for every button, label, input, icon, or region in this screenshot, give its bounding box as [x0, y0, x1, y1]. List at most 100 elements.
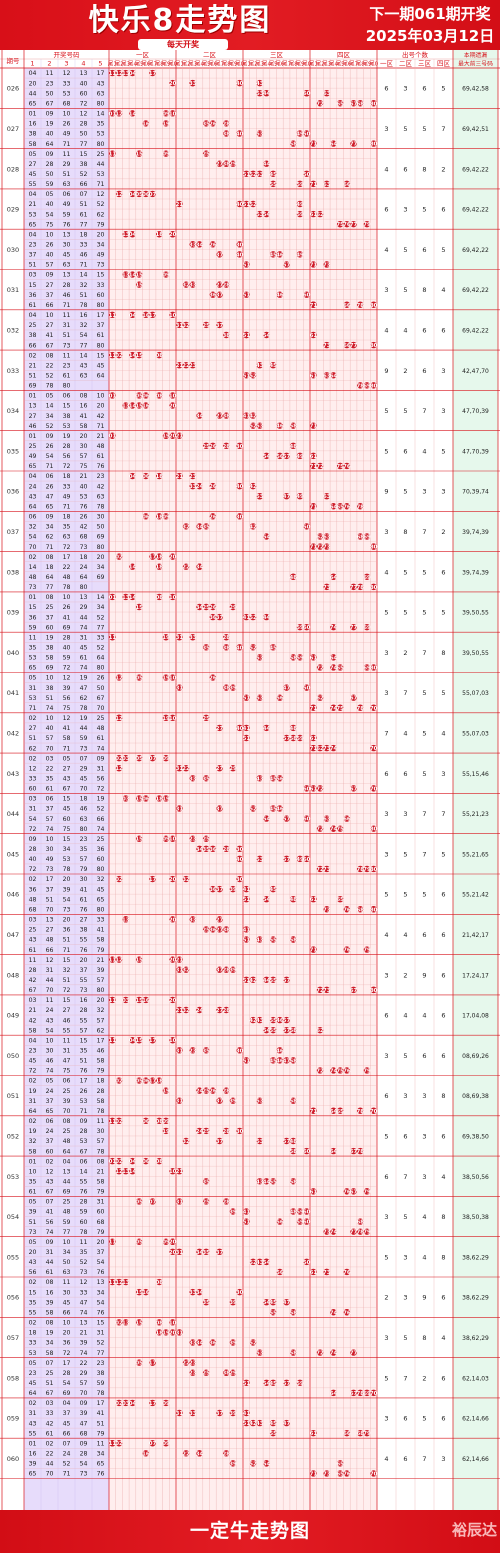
number-ball	[336, 895, 344, 903]
number-ball	[156, 351, 163, 359]
draw-number: 30	[80, 876, 88, 883]
number-ball	[129, 1167, 136, 1175]
number-ball-label: 75	[336, 464, 344, 470]
number-ball	[276, 422, 284, 429]
draw-number: 27	[46, 322, 54, 329]
number-ball	[269, 976, 277, 984]
zone-count: 3	[403, 1092, 407, 1100]
draw-number: 80	[97, 100, 105, 107]
number-ball	[229, 603, 237, 611]
zone-count: 3	[403, 1253, 407, 1261]
draw-number: 39	[97, 967, 105, 974]
number-ball-label: 21	[176, 202, 184, 208]
header-tail-col: 尾6	[275, 61, 285, 68]
lazy-numbers: 39,50,55	[462, 650, 489, 657]
number-ball-label: 64	[330, 1391, 338, 1397]
number-ball-label: 65	[336, 1471, 344, 1477]
number-ball	[156, 1077, 163, 1084]
draw-number: 16	[80, 403, 88, 410]
number-ball	[303, 1208, 310, 1215]
zone-count: 7	[403, 1374, 407, 1382]
number-ball-label: 38	[222, 1371, 230, 1377]
number-ball-label: 06	[142, 1079, 150, 1085]
number-ball-label: 60	[303, 1220, 311, 1226]
number-ball-label: 03	[122, 756, 130, 762]
lazy-numbers: 38,62,29	[462, 1335, 489, 1342]
header-tail-col: 尾0	[235, 61, 245, 68]
number-ball-label: 80	[370, 827, 378, 833]
number-ball-label: 25	[202, 605, 210, 611]
number-ball-label: 31	[176, 807, 184, 813]
number-ball	[176, 634, 183, 641]
number-ball	[370, 865, 377, 873]
number-ball-label: 31	[176, 968, 184, 974]
number-ball-label: 27	[216, 766, 224, 772]
number-ball-label: 16	[142, 1451, 150, 1457]
draw-number: 37	[80, 967, 88, 974]
zone-count: 6	[422, 326, 426, 334]
lazy-numbers: 69,42,22	[462, 207, 489, 214]
number-ball-label: 38	[222, 162, 230, 168]
number-ball	[269, 170, 277, 178]
number-ball-label: 71	[310, 424, 318, 430]
number-ball	[330, 1147, 337, 1155]
number-ball	[323, 986, 330, 994]
number-ball-label: 66	[343, 182, 351, 188]
number-ball-label: 03	[122, 796, 130, 802]
header-tail-col: 尾6	[208, 61, 218, 68]
lazy-numbers: 70,39,74	[462, 489, 489, 496]
number-ball-label: 32	[182, 1139, 190, 1145]
number-ball	[109, 1157, 116, 1165]
number-ball	[363, 220, 371, 228]
draw-number: 38	[80, 927, 88, 934]
draw-number: 67	[46, 342, 54, 349]
number-ball	[249, 422, 257, 429]
number-ball	[189, 775, 196, 782]
draw-number: 58	[97, 1178, 105, 1185]
number-ball	[330, 623, 337, 631]
draw-number: 38	[80, 161, 88, 168]
number-ball-label: 39	[229, 1099, 237, 1105]
number-ball	[109, 432, 116, 439]
number-ball	[283, 855, 290, 863]
header-count-col-1: 一区	[380, 60, 394, 68]
number-ball-label: 48	[289, 1139, 297, 1145]
number-ball-label: 40	[236, 484, 244, 490]
number-ball-label: 26	[209, 484, 217, 490]
number-ball	[176, 361, 183, 369]
draw-number: 09	[46, 272, 54, 279]
draw-number: 80	[97, 302, 105, 309]
number-ball-label: 36	[209, 615, 217, 621]
number-ball	[276, 251, 284, 258]
number-ball	[363, 1067, 371, 1074]
number-ball-label: 53	[256, 131, 264, 137]
number-ball	[189, 916, 196, 923]
draw-number: 45	[29, 1380, 37, 1387]
number-ball-label: 63	[323, 494, 331, 500]
draw-number: 65	[29, 1471, 37, 1478]
number-ball	[129, 1157, 136, 1165]
draw-number: 17	[63, 554, 71, 561]
draw-number: 43	[97, 80, 105, 87]
number-ball-label: 68	[356, 1431, 364, 1437]
number-ball	[350, 583, 357, 591]
number-ball	[350, 140, 357, 147]
number-ball	[236, 241, 243, 248]
number-ball-label: 76	[343, 1471, 351, 1477]
number-ball-label: 80	[370, 665, 378, 671]
draw-number: 72	[63, 463, 71, 470]
draw-number: 67	[63, 786, 71, 793]
draw-number: 21	[80, 473, 88, 480]
header-lazy-line1: 本期遗漏	[464, 51, 487, 59]
number-ball-label: 79	[363, 1431, 371, 1437]
number-ball	[330, 1107, 337, 1114]
draw-number: 71	[46, 463, 54, 470]
number-ball	[243, 613, 250, 621]
draw-number: 34	[97, 564, 105, 571]
draw-number: 72	[63, 1350, 71, 1357]
number-ball	[196, 563, 203, 570]
number-ball	[135, 1319, 143, 1326]
draw-number: 37	[46, 614, 54, 621]
number-ball	[276, 1218, 284, 1225]
draw-number: 39	[63, 886, 71, 893]
